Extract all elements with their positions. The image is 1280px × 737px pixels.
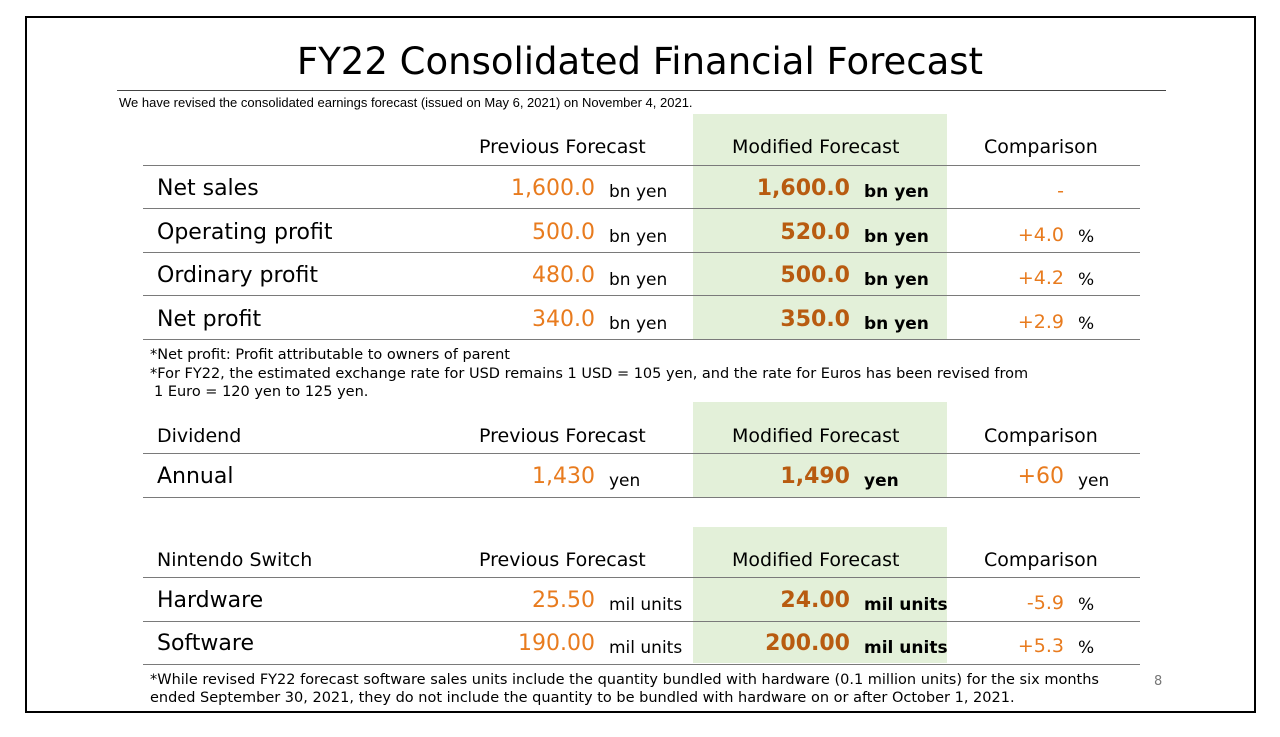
- comparison-value: +2.9: [1017, 311, 1064, 333]
- prev-value: 190.00: [518, 631, 595, 656]
- header-previous-forecast: Previous Forecast: [479, 425, 646, 447]
- header-modified-forecast: Modified Forecast: [732, 136, 900, 158]
- comparison-value: +4.2: [1017, 267, 1064, 289]
- header-previous-forecast: Previous Forecast: [479, 549, 646, 571]
- row-divider: [143, 497, 1140, 498]
- row-divider: [143, 252, 1140, 253]
- row-divider: [143, 339, 1140, 340]
- comparison-value: -5.9: [1026, 592, 1064, 614]
- prev-unit: bn yen: [609, 227, 668, 247]
- row-divider: [143, 295, 1140, 296]
- subtitle: We have revised the consolidated earning…: [119, 95, 693, 110]
- modified-column-bg-earnings: [693, 114, 947, 340]
- comparison-value: +4.0: [1017, 224, 1064, 246]
- header-comparison: Comparison: [984, 425, 1098, 447]
- modified-unit: yen: [864, 471, 899, 491]
- modified-value: 350.0: [780, 307, 850, 332]
- comparison-value: +5.3: [1017, 635, 1064, 657]
- modified-value: 520.0: [780, 220, 850, 245]
- comparison-unit: %: [1078, 227, 1095, 247]
- modified-value: 500.0: [780, 263, 850, 288]
- modified-unit: mil units: [864, 595, 948, 615]
- footnote-exchange-rate-cont: 1 Euro = 120 yen to 125 yen.: [154, 384, 369, 400]
- modified-unit: bn yen: [864, 270, 929, 290]
- prev-unit: mil units: [609, 595, 683, 615]
- title-divider: [117, 90, 1166, 91]
- comparison-unit: %: [1078, 638, 1095, 658]
- row-label-net-profit: Net profit: [157, 307, 262, 332]
- prev-value: 480.0: [532, 263, 595, 288]
- row-divider: [143, 577, 1140, 578]
- section-label-dividend: Dividend: [157, 425, 242, 447]
- prev-value: 1,430: [532, 464, 595, 489]
- slide-frame: [25, 16, 1256, 713]
- row-label-operating-profit: Operating profit: [157, 220, 333, 245]
- comparison-unit: yen: [1078, 471, 1110, 491]
- comparison-unit: %: [1078, 270, 1095, 290]
- row-label-software: Software: [157, 631, 254, 656]
- row-divider: [143, 664, 1140, 665]
- comparison-value: -: [1057, 180, 1064, 202]
- modified-value: 1,600.0: [756, 176, 850, 201]
- prev-value: 340.0: [532, 307, 595, 332]
- header-comparison: Comparison: [984, 549, 1098, 571]
- prev-value: 500.0: [532, 220, 595, 245]
- prev-value: 25.50: [532, 588, 595, 613]
- page-number: 8: [1154, 674, 1163, 689]
- modified-value: 200.00: [765, 631, 850, 656]
- row-label-ordinary-profit: Ordinary profit: [157, 263, 319, 288]
- row-divider: [143, 453, 1140, 454]
- footnote-software-bundled: *While revised FY22 forecast software sa…: [150, 672, 1099, 688]
- modified-unit: bn yen: [864, 314, 929, 334]
- section-label-nintendo-switch: Nintendo Switch: [157, 549, 313, 571]
- comparison-unit: %: [1078, 314, 1095, 334]
- modified-column-bg-switch: [693, 527, 947, 663]
- row-label-net-sales: Net sales: [157, 176, 259, 201]
- page-title: FY22 Consolidated Financial Forecast: [296, 40, 984, 83]
- modified-value: 24.00: [780, 588, 850, 613]
- header-previous-forecast: Previous Forecast: [479, 136, 646, 158]
- footnote-net-profit: *Net profit: Profit attributable to owne…: [150, 347, 510, 363]
- modified-unit: bn yen: [864, 227, 929, 247]
- footnote-software-bundled-cont: ended September 30, 2021, they do not in…: [150, 690, 1015, 706]
- prev-unit: mil units: [609, 638, 683, 658]
- prev-unit: yen: [609, 471, 641, 491]
- prev-unit: bn yen: [609, 182, 668, 202]
- modified-unit: mil units: [864, 638, 948, 658]
- row-label-annual: Annual: [157, 464, 234, 489]
- comparison-unit: %: [1078, 595, 1095, 615]
- footnote-exchange-rate: *For FY22, the estimated exchange rate f…: [150, 366, 1029, 382]
- row-divider: [143, 165, 1140, 166]
- modified-value: 1,490: [780, 464, 850, 489]
- prev-unit: bn yen: [609, 314, 668, 334]
- prev-value: 1,600.0: [511, 176, 595, 201]
- header-modified-forecast: Modified Forecast: [732, 549, 900, 571]
- row-divider: [143, 621, 1140, 622]
- row-label-hardware: Hardware: [157, 588, 264, 613]
- header-modified-forecast: Modified Forecast: [732, 425, 900, 447]
- comparison-value: +60: [1017, 464, 1064, 489]
- row-divider: [143, 208, 1140, 209]
- header-comparison: Comparison: [984, 136, 1098, 158]
- prev-unit: bn yen: [609, 270, 668, 290]
- modified-unit: bn yen: [864, 182, 929, 202]
- modified-column-bg-dividend: [693, 402, 947, 498]
